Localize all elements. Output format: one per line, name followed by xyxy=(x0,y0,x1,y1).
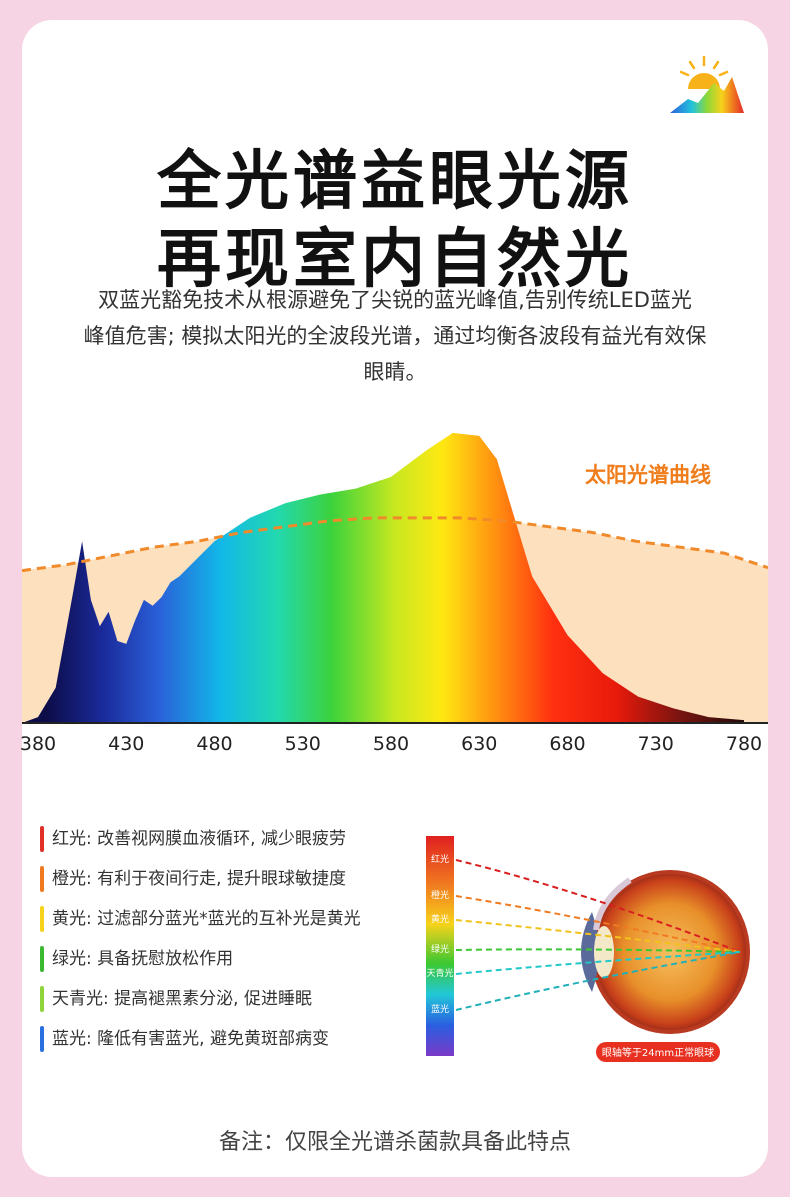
legend-item-cyan: 天青光: 提高褪黑素分泌, 促进睡眠 xyxy=(40,986,400,1026)
legend-text: 天青光: 提高褪黑素分泌, 促进睡眠 xyxy=(52,989,312,1009)
x-tick-label: 530 xyxy=(285,733,321,755)
legend-item-blue: 蓝光: 隆低有害蓝光, 避免黄斑部病变 xyxy=(40,1026,400,1066)
cornea xyxy=(581,912,599,992)
eye-diagram: 红光 橙光 黄光 绿光 天青光 蓝光 眼轴等于24mm正常眼球 xyxy=(426,836,750,1062)
sun-rainbow-logo-icon xyxy=(670,55,744,113)
spectrum-chart: 太阳光谱曲线 380 430 480 530 580 630 680 730 780 xyxy=(20,432,768,755)
cyan-bar-icon xyxy=(40,986,44,1012)
red-bar-icon xyxy=(40,826,44,852)
legend-text: 黄光: 过滤部分蓝光*蓝光的互补光是黄光 xyxy=(52,909,361,929)
description-line3: 眼睛。 xyxy=(363,360,427,384)
footnote: 备注：仅限全光谱杀菌款具备此特点 xyxy=(218,1130,571,1155)
ray-green xyxy=(455,948,741,953)
ray-blue xyxy=(455,951,741,1011)
strip-label-cyan: 天青光 xyxy=(426,967,453,979)
green-bar-icon xyxy=(40,946,44,972)
eyelid xyxy=(593,877,632,931)
orange-bar-icon xyxy=(40,866,44,892)
legend-text: 橙光: 有利于夜间行走, 提升眼球敏捷度 xyxy=(52,869,346,889)
x-tick-label: 380 xyxy=(20,733,56,755)
page-title-line2: 再现室内自然光 xyxy=(157,223,633,297)
x-tick-label: 630 xyxy=(461,733,497,755)
legend-item-orange: 橙光: 有利于夜间行走, 提升眼球敏捷度 xyxy=(40,866,400,906)
legend-text: 绿光: 具备抚慰放松作用 xyxy=(52,949,234,969)
page-title-line1: 全光谱益眼光源 xyxy=(157,145,633,219)
strip-label-yellow: 黄光 xyxy=(431,913,449,925)
band-legend: 红光: 改善视网膜血液循环, 减少眼疲劳 橙光: 有利于夜间行走, 提升眼球敏捷… xyxy=(40,826,400,1066)
lens xyxy=(594,926,614,978)
x-tick-label: 780 xyxy=(726,733,762,755)
strip-label-orange: 橙光 xyxy=(431,889,449,901)
yellow-bar-icon xyxy=(40,906,44,932)
ray-yellow xyxy=(455,919,741,953)
strip-label-blue: 蓝光 xyxy=(431,1003,449,1015)
legend-item-yellow: 黄光: 过滤部分蓝光*蓝光的互补光是黄光 xyxy=(40,906,400,946)
blue-bar-icon xyxy=(40,1026,44,1052)
x-tick-label: 680 xyxy=(549,733,585,755)
description-line2: 峰值危害; 模拟太阳光的全波段光谱，通过均衡各波段有益光有效保 xyxy=(83,324,707,348)
legend-text: 红光: 改善视网膜血液循环, 减少眼疲劳 xyxy=(52,829,346,849)
light-strip xyxy=(426,836,454,1056)
ray-orange xyxy=(455,895,741,953)
sun-curve-line xyxy=(22,516,768,573)
legend-text: 蓝光: 隆低有害蓝光, 避免黄斑部病变 xyxy=(52,1029,329,1049)
strip-label-green: 绿光 xyxy=(431,943,449,955)
legend-item-green: 绿光: 具备抚慰放松作用 xyxy=(40,946,400,986)
strip-label-red: 红光 xyxy=(431,853,449,865)
x-tick-label: 730 xyxy=(638,733,674,755)
ray-cyan xyxy=(455,951,741,975)
legend-item-red: 红光: 改善视网膜血液循环, 减少眼疲劳 xyxy=(40,826,400,866)
caption-badge xyxy=(596,1042,720,1062)
x-tick-label: 580 xyxy=(373,733,409,755)
description-line1: 双蓝光豁免技术从根源避免了尖锐的蓝光峰值,告别传统LED蓝光 xyxy=(98,288,692,312)
spectrum-area xyxy=(22,432,768,723)
x-tick-label: 430 xyxy=(108,733,144,755)
x-tick-label: 480 xyxy=(196,733,232,755)
sun-curve-label: 太阳光谱曲线 xyxy=(585,463,711,487)
ray-red xyxy=(455,859,741,953)
eye-caption: 眼轴等于24mm正常眼球 xyxy=(602,1046,714,1059)
